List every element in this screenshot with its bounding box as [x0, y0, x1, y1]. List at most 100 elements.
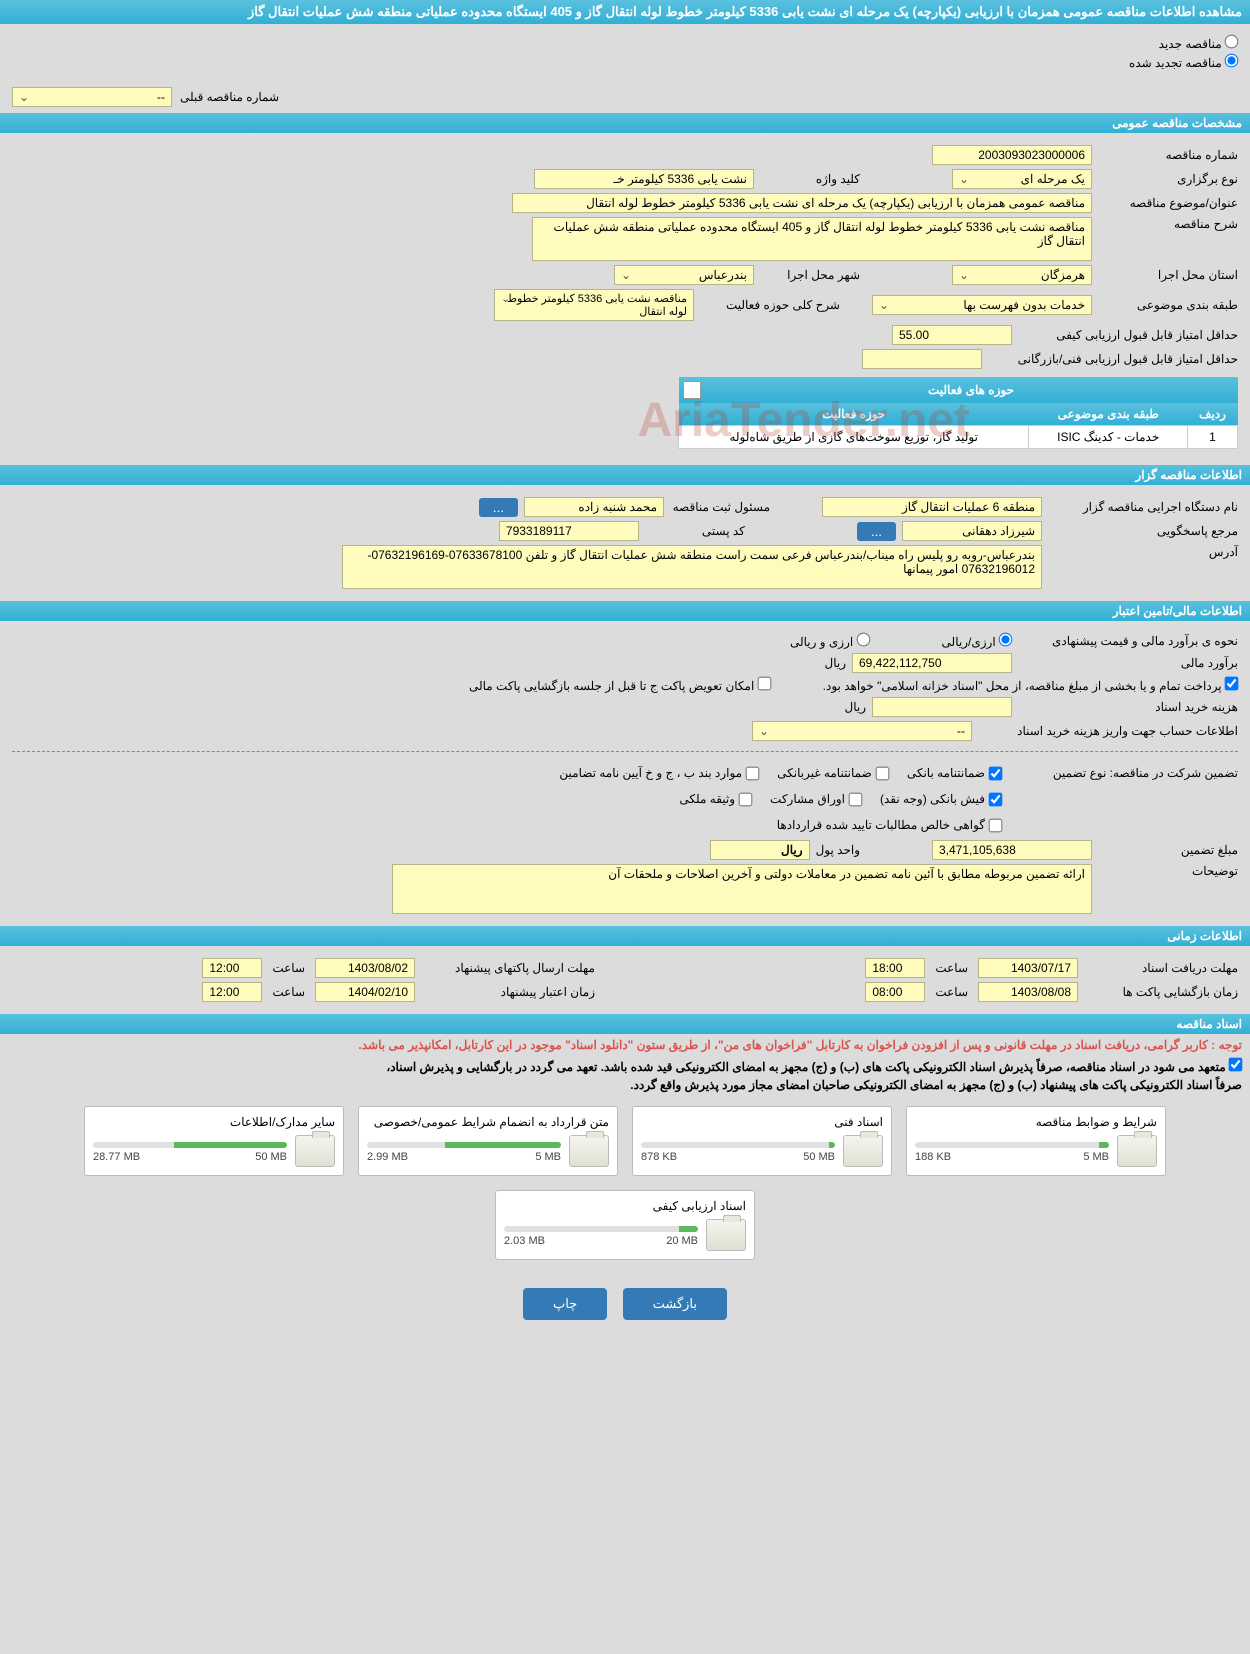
reg-more-button[interactable]: ...	[479, 498, 518, 517]
receive-time[interactable]: 18:00	[865, 958, 925, 978]
doc-used: 2.03 MB	[504, 1235, 545, 1247]
g-cash-input[interactable]	[989, 792, 1003, 806]
address-label: آدرس	[1048, 545, 1238, 559]
receive-date[interactable]: 1403/07/17	[978, 958, 1078, 978]
contact-more-button[interactable]: ...	[857, 522, 896, 541]
g-bonds[interactable]: اوراق مشارکت	[770, 792, 862, 806]
g-property[interactable]: وثیقه ملکی	[679, 792, 752, 806]
min-tech-label: حداقل امتیاز قابل قبول ارزیابی فنی/بازرگ…	[988, 352, 1238, 366]
g-bank[interactable]: ضمانتنامه بانکی	[907, 766, 1002, 780]
radio-new-input[interactable]	[1225, 35, 1239, 49]
keyword-label: کلید واژه	[760, 172, 860, 186]
progress-bar	[504, 1226, 698, 1232]
doc-card[interactable]: اسناد ارزیابی کیفی 2.03 MB20 MB	[495, 1190, 755, 1260]
radio-renewed[interactable]: مناقصه تجدید شده	[12, 54, 1238, 70]
radio-renewed-label: مناقصه تجدید شده	[1129, 56, 1222, 70]
send-date[interactable]: 1403/08/02	[315, 958, 415, 978]
g-bank-input[interactable]	[989, 766, 1003, 780]
reg-label: مسئول ثبت مناقصه	[670, 500, 770, 514]
number-field: 2003093023000006	[932, 145, 1092, 165]
time-word-4: ساعت	[272, 985, 305, 999]
price-method-label: نحوه ی برآورد مالی و قیمت پیشنهادی	[1018, 634, 1238, 648]
radio-renewed-input[interactable]	[1225, 54, 1239, 68]
province-select[interactable]: هرمزگان	[952, 265, 1092, 285]
page-title: مشاهده اطلاعات مناقصه عمومی همزمان با ار…	[0, 0, 1250, 24]
city-select[interactable]: بندرعباس	[614, 265, 754, 285]
doc-fee-currency: ریال	[844, 700, 866, 714]
g-nonbank-input[interactable]	[875, 766, 889, 780]
prev-number-select[interactable]: --	[12, 87, 172, 107]
type-select[interactable]: یک مرحله ای	[952, 169, 1092, 189]
notes-field: ارائه تضمین مربوطه مطابق با آئین نامه تض…	[392, 864, 1092, 914]
doc-card[interactable]: اسناد فنی 878 KB50 MB	[632, 1106, 892, 1176]
treasury-check[interactable]: پرداخت تمام و یا بخشی از مبلغ مناقصه، از…	[823, 677, 1238, 693]
g-items-input[interactable]	[746, 766, 760, 780]
opt-rial[interactable]: ارزی/ریالی	[942, 633, 1012, 649]
opt-rial-input[interactable]	[999, 633, 1013, 647]
g-cash-label: فیش بانکی (وجه نقد)	[880, 792, 985, 806]
estimate-label: برآورد مالی	[1018, 656, 1238, 670]
back-button[interactable]: بازگشت	[623, 1288, 727, 1320]
opt-both-label: ارزی و ریالی	[790, 635, 853, 649]
open-time[interactable]: 08:00	[865, 982, 925, 1002]
keyword-field[interactable]: نشت یابی 5336 کیلومتر خـ	[534, 169, 754, 189]
min-score-field[interactable]: 55.00	[892, 325, 1012, 345]
account-label: اطلاعات حساب جهت واریز هزینه خرید اسناد	[978, 724, 1238, 738]
doc-card[interactable]: متن قرارداد به انضمام شرایط عمومی/خصوصی …	[358, 1106, 618, 1176]
valid-time[interactable]: 12:00	[202, 982, 262, 1002]
send-time[interactable]: 12:00	[202, 958, 262, 978]
g-property-input[interactable]	[739, 792, 753, 806]
radio-new[interactable]: مناقصه جدید	[12, 35, 1238, 51]
doc-card[interactable]: سایر مدارک/اطلاعات 28.77 MB50 MB	[84, 1106, 344, 1176]
g-nonbank-label: ضمانتنامه غیربانکی	[777, 766, 872, 780]
treasury-check-input[interactable]	[1225, 677, 1239, 691]
col-cat: طبقه بندی موضوعی	[1029, 403, 1188, 426]
doc-title: اسناد ارزیابی کیفی	[504, 1199, 746, 1213]
g-bank-label: ضمانتنامه بانکی	[907, 766, 985, 780]
button-row: بازگشت چاپ	[0, 1272, 1250, 1336]
guarantee-amount-field: 3,471,105,638	[932, 840, 1092, 860]
unit-label: واحد پول	[816, 843, 860, 857]
g-cash[interactable]: فیش بانکی (وجه نقد)	[880, 792, 1002, 806]
doc-total: 50 MB	[803, 1151, 835, 1163]
commit-check[interactable]	[1229, 1058, 1243, 1072]
separator	[12, 751, 1238, 752]
folder-icon	[295, 1135, 335, 1167]
account-select[interactable]: --	[752, 721, 972, 741]
swap-check[interactable]: امکان تعویض پاکت ج تا قبل از جلسه بازگشا…	[469, 677, 771, 693]
doc-title: شرایط و ضوابط مناقصه	[915, 1115, 1157, 1129]
opt-both-input[interactable]	[856, 633, 870, 647]
guarantee-amount-label: مبلغ تضمین	[1098, 843, 1238, 857]
reg-field: محمد شنبه زاده	[524, 497, 664, 517]
progress-bar	[93, 1142, 287, 1148]
doc-card[interactable]: شرایط و ضوابط مناقصه 188 KB5 MB	[906, 1106, 1166, 1176]
contact-field: شیرزاد دهقانی	[902, 521, 1042, 541]
doc-total: 50 MB	[255, 1151, 287, 1163]
g-receivables[interactable]: گواهی خالص مطالبات تایید شده قراردادها	[777, 818, 1002, 832]
print-button[interactable]: چاپ	[523, 1288, 607, 1320]
section-general-header: مشخصات مناقصه عمومی	[0, 113, 1250, 133]
category-select[interactable]: خدمات بدون فهرست بها	[872, 295, 1092, 315]
collapse-icon[interactable]: −	[683, 381, 701, 399]
g-nonbank[interactable]: ضمانتنامه غیربانکی	[777, 766, 889, 780]
g-receivables-input[interactable]	[989, 818, 1003, 832]
scope-select[interactable]: مناقصه نشت یابی 5336 کیلومتر خطوط لوله ا…	[494, 289, 694, 321]
doc-total: 5 MB	[535, 1151, 561, 1163]
doc-fee-field[interactable]	[872, 697, 1012, 717]
type-label: نوع برگزاری	[1098, 172, 1238, 186]
treasury-note: پرداخت تمام و یا بخشی از مبلغ مناقصه، از…	[823, 679, 1222, 693]
swap-label: امکان تعویض پاکت ج تا قبل از جلسه بازگشا…	[469, 679, 754, 693]
swap-check-input[interactable]	[757, 677, 771, 691]
g-items[interactable]: موارد بند ب ، ج و خ آیین نامه تضامین	[559, 766, 759, 780]
min-tech-field[interactable]	[862, 349, 982, 369]
doc-used: 188 KB	[915, 1151, 951, 1163]
guarantee-type-label: تضمین شرکت در مناقصه: نوع تضمین	[1008, 766, 1238, 780]
g-bonds-input[interactable]	[849, 792, 863, 806]
section-financial-header: اطلاعات مالی/تامین اعتبار	[0, 601, 1250, 621]
city-label: شهر محل اجرا	[760, 268, 860, 282]
valid-date[interactable]: 1404/02/10	[315, 982, 415, 1002]
open-date[interactable]: 1403/08/08	[978, 982, 1078, 1002]
opt-both[interactable]: ارزی و ریالی	[790, 633, 870, 649]
address-field: بندرعباس-روبه رو پلیس راه میناب/بندرعباس…	[342, 545, 1042, 589]
folder-icon	[569, 1135, 609, 1167]
